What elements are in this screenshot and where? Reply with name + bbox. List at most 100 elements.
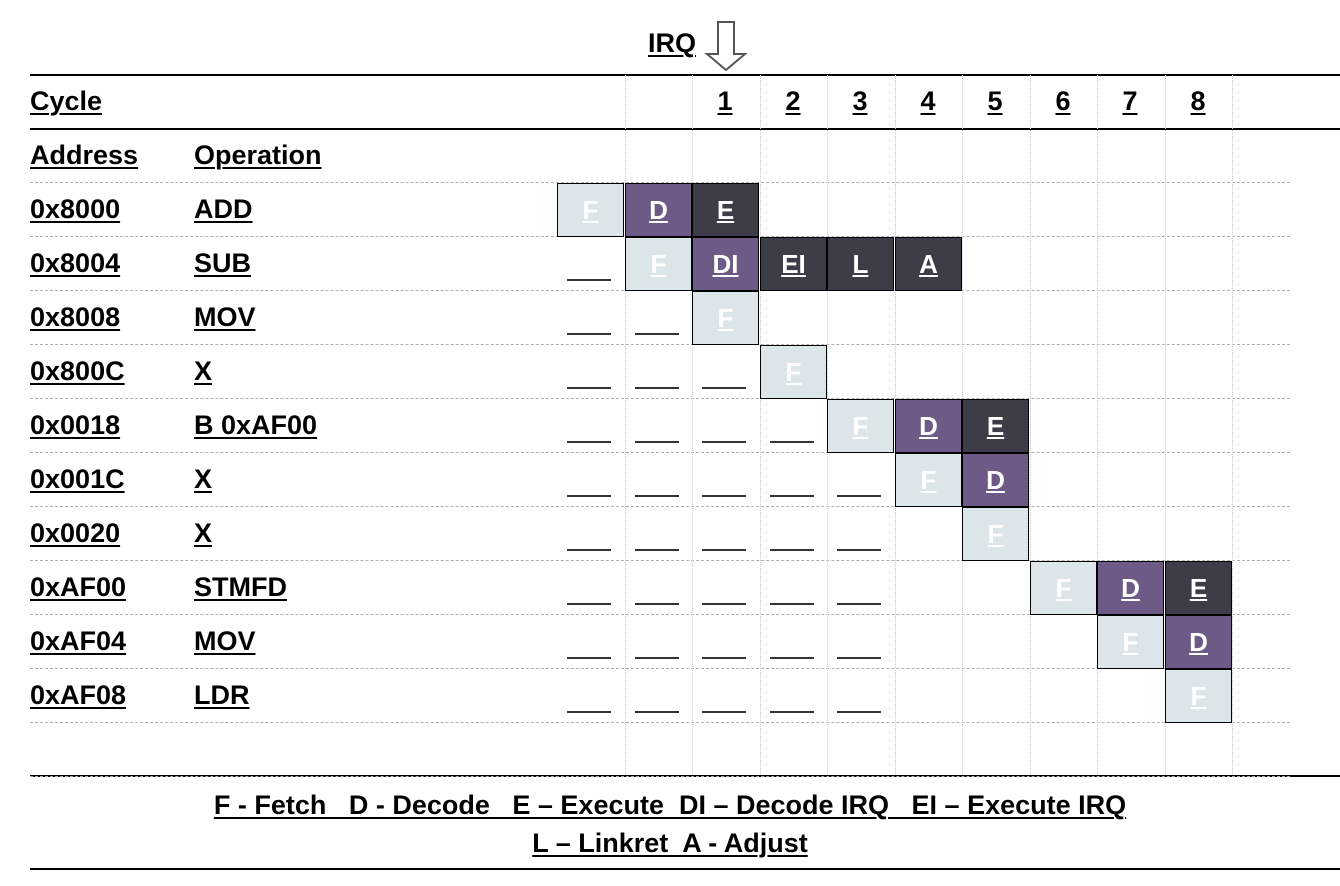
cycle-number: 7 bbox=[1122, 86, 1138, 116]
pipeline-stage-execute: E bbox=[962, 399, 1029, 453]
instruction-address: 0x8000 bbox=[30, 194, 121, 224]
cycle-number: 5 bbox=[987, 86, 1003, 116]
cycle-number: 8 bbox=[1190, 86, 1206, 116]
wait-stall-mark bbox=[635, 603, 679, 605]
wait-stall-mark bbox=[770, 711, 814, 713]
instruction-operation: MOV bbox=[194, 302, 256, 332]
instruction-operation: MOV bbox=[194, 626, 256, 656]
cycle-number: 2 bbox=[785, 86, 801, 116]
instruction-operation: X bbox=[194, 464, 213, 494]
wait-stall-mark bbox=[635, 657, 679, 659]
grid-line bbox=[30, 668, 1290, 669]
instruction-operation: X bbox=[194, 518, 213, 548]
instruction-operation: B 0xAF00 bbox=[194, 410, 318, 440]
cycle-grid-line bbox=[1232, 75, 1233, 775]
legend-rule bbox=[30, 868, 1340, 870]
wait-stall-mark bbox=[635, 711, 679, 713]
wait-stall-mark bbox=[567, 711, 611, 713]
grid-line bbox=[30, 560, 1290, 561]
pipeline-stage-fetch: F bbox=[625, 237, 692, 291]
pipeline-stage-fetch: F bbox=[1165, 669, 1232, 723]
pipeline-stage-decode: D bbox=[625, 183, 692, 237]
wait-stall-mark bbox=[635, 441, 679, 443]
header-rule bbox=[30, 128, 1340, 130]
instruction-address: 0x0018 bbox=[30, 410, 121, 440]
grid-line bbox=[30, 506, 1290, 507]
pipeline-stage-fetch: F bbox=[1097, 615, 1164, 669]
cycle-grid-line bbox=[625, 75, 626, 775]
grid-line bbox=[30, 344, 1290, 345]
legend-line-1: F - Fetch D - Decode E – Execute DI – De… bbox=[213, 790, 1127, 820]
cycle-grid-line bbox=[1030, 75, 1031, 775]
pipeline-stage-execute: L bbox=[827, 237, 894, 291]
wait-stall-mark bbox=[770, 603, 814, 605]
address-header: Address bbox=[30, 140, 139, 170]
wait-stall-mark bbox=[702, 549, 746, 551]
wait-stall-mark bbox=[837, 495, 881, 497]
pipeline-stage-decode: D bbox=[1097, 561, 1164, 615]
wait-stall-mark bbox=[567, 279, 611, 281]
instruction-address: 0x001C bbox=[30, 464, 125, 494]
wait-stall-mark bbox=[567, 441, 611, 443]
wait-stall-mark bbox=[567, 333, 611, 335]
irq-arrow-icon bbox=[704, 21, 748, 72]
instruction-operation: STMFD bbox=[194, 572, 287, 602]
pipeline-stage-execute: EI bbox=[760, 237, 827, 291]
instruction-address: 0x800C bbox=[30, 356, 125, 386]
pipeline-stage-fetch: F bbox=[962, 507, 1029, 561]
instruction-operation: SUB bbox=[194, 248, 252, 278]
instruction-address: 0xAF04 bbox=[30, 626, 127, 656]
operation-header: Operation bbox=[194, 140, 322, 170]
grid-line bbox=[30, 722, 1290, 723]
wait-stall-mark bbox=[702, 603, 746, 605]
wait-stall-mark bbox=[837, 603, 881, 605]
legend-line-2: L – Linkret A - Adjust bbox=[532, 828, 808, 858]
irq-label: IRQ bbox=[648, 28, 697, 58]
pipeline-stage-decode: DI bbox=[692, 237, 759, 291]
cycle-number: 1 bbox=[717, 86, 733, 116]
pipeline-stage-fetch: F bbox=[557, 183, 624, 237]
pipeline-stage-fetch: F bbox=[1030, 561, 1097, 615]
pipeline-stage-decode: D bbox=[1165, 615, 1232, 669]
wait-stall-mark bbox=[702, 657, 746, 659]
wait-stall-mark bbox=[635, 549, 679, 551]
grid-line bbox=[30, 776, 1290, 777]
instruction-address: 0xAF00 bbox=[30, 572, 127, 602]
wait-stall-mark bbox=[702, 441, 746, 443]
instruction-operation: LDR bbox=[194, 680, 250, 710]
wait-stall-mark bbox=[567, 495, 611, 497]
wait-stall-mark bbox=[837, 711, 881, 713]
cycle-number: 6 bbox=[1055, 86, 1071, 116]
pipeline-stage-fetch: F bbox=[827, 399, 894, 453]
wait-stall-mark bbox=[770, 549, 814, 551]
wait-stall-mark bbox=[770, 495, 814, 497]
instruction-address: 0x8008 bbox=[30, 302, 121, 332]
wait-stall-mark bbox=[567, 549, 611, 551]
pipeline-stage-decode: D bbox=[895, 399, 962, 453]
cycle-number: 4 bbox=[920, 86, 936, 116]
wait-stall-mark bbox=[567, 657, 611, 659]
cycle-number: 3 bbox=[852, 86, 868, 116]
cycle-grid-line bbox=[1165, 75, 1166, 775]
cycle-grid-line bbox=[1097, 75, 1098, 775]
instruction-address: 0xAF08 bbox=[30, 680, 127, 710]
pipeline-stage-fetch: F bbox=[895, 453, 962, 507]
pipeline-stage-execute: A bbox=[895, 237, 962, 291]
wait-stall-mark bbox=[837, 549, 881, 551]
wait-stall-mark bbox=[635, 387, 679, 389]
pipeline-stage-decode: D bbox=[962, 453, 1029, 507]
wait-stall-mark bbox=[770, 657, 814, 659]
instruction-operation: ADD bbox=[194, 194, 253, 224]
pipeline-stage-execute: E bbox=[692, 183, 759, 237]
grid-line bbox=[30, 452, 1290, 453]
wait-stall-mark bbox=[770, 441, 814, 443]
instruction-operation: X bbox=[194, 356, 213, 386]
grid-line bbox=[30, 614, 1290, 615]
cycle-grid-line bbox=[760, 75, 761, 775]
wait-stall-mark bbox=[702, 495, 746, 497]
wait-stall-mark bbox=[702, 387, 746, 389]
instruction-address: 0x0020 bbox=[30, 518, 121, 548]
top-rule bbox=[30, 74, 1340, 76]
pipeline-stage-fetch: F bbox=[760, 345, 827, 399]
